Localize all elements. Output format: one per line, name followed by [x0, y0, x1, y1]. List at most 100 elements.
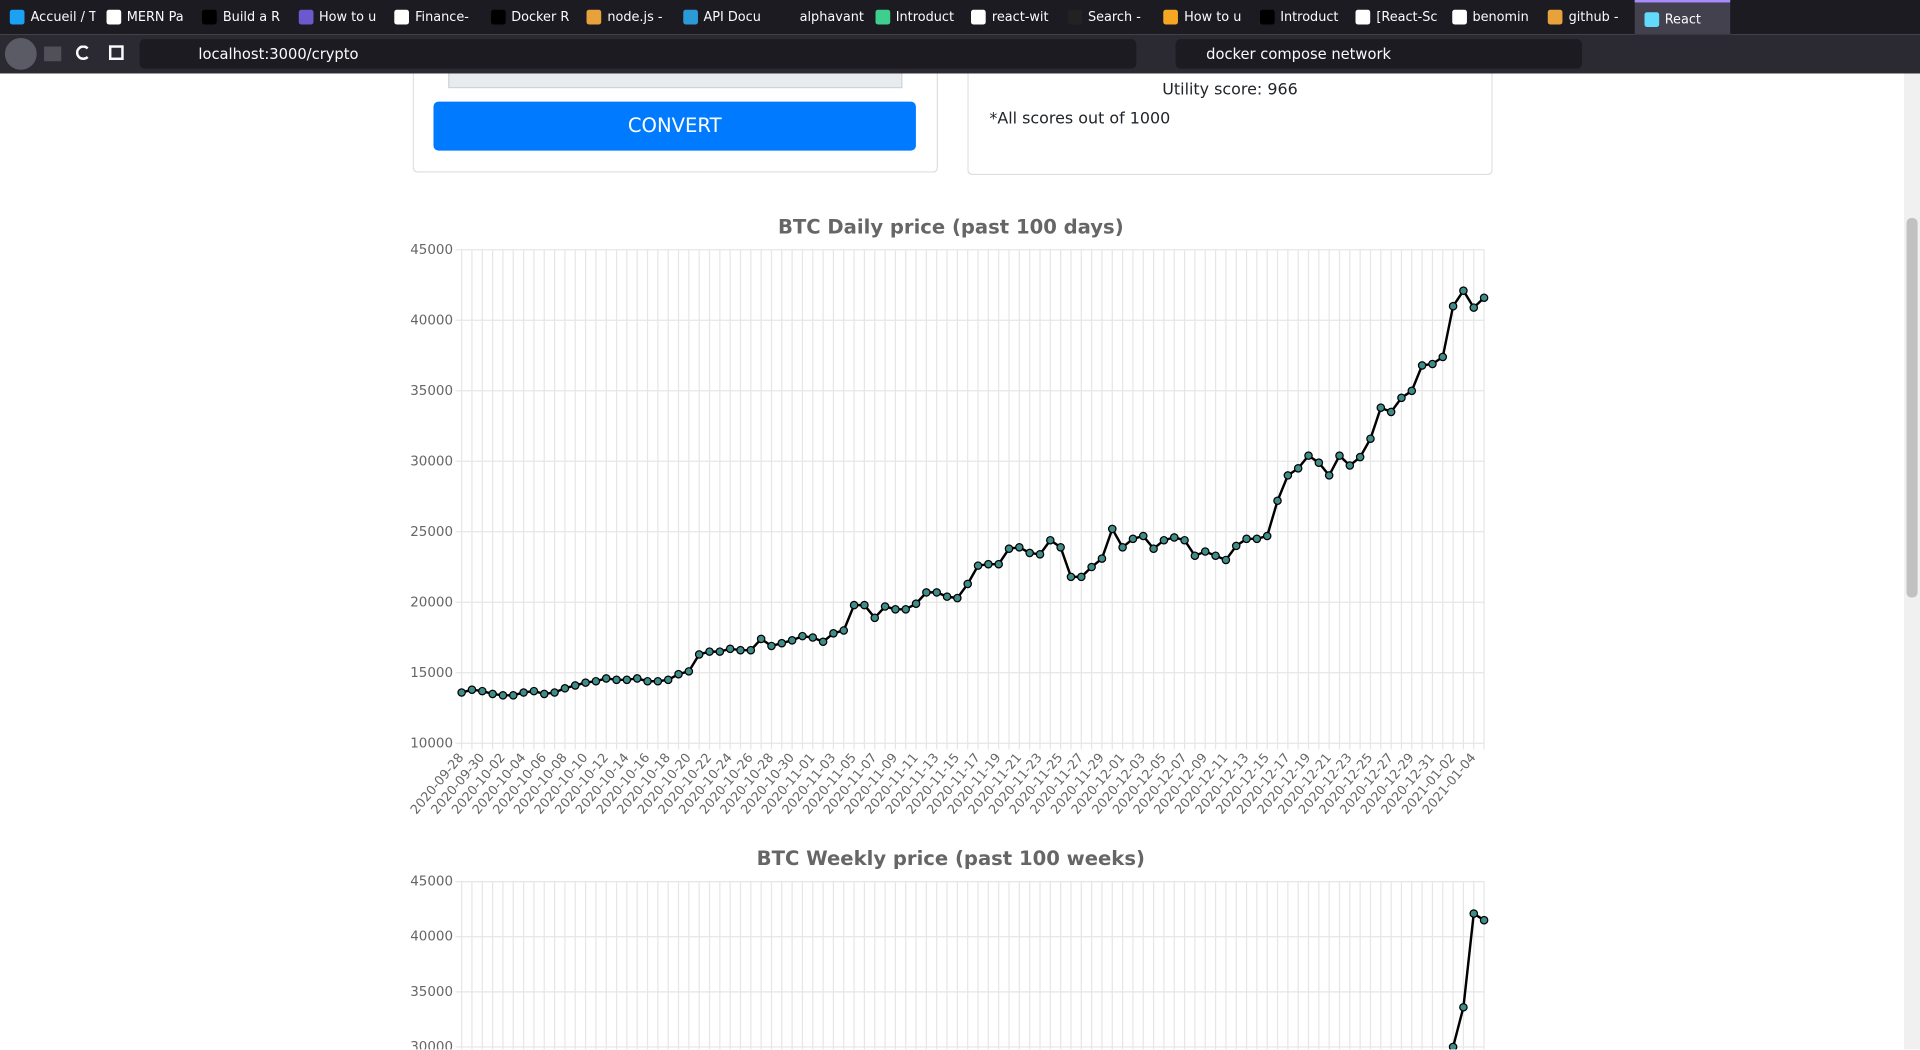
price-point	[1035, 550, 1045, 559]
y-tick-label: 25000	[410, 525, 453, 540]
price-point	[942, 592, 952, 601]
tab[interactable]: node.js -	[577, 0, 673, 34]
price-point	[643, 676, 652, 686]
tab-title: Finance-	[415, 9, 469, 25]
y-tick-label: 30000	[410, 454, 453, 469]
y-tick-label: 45000	[410, 243, 453, 258]
price-point	[1252, 534, 1262, 544]
price-point	[725, 644, 735, 654]
tab[interactable]: Introduct	[1250, 0, 1346, 34]
price-point	[1469, 909, 1479, 918]
price-point	[653, 676, 663, 686]
tab-title: Search -	[1087, 9, 1141, 25]
tab-title: Accueil / Twit	[30, 9, 96, 25]
price-point	[539, 689, 549, 699]
price-point	[1107, 524, 1117, 534]
tab[interactable]: How to u	[1153, 0, 1249, 34]
price-point	[777, 638, 787, 648]
price-point	[1428, 359, 1437, 369]
price-point	[467, 685, 477, 694]
tab-icon	[778, 9, 794, 25]
price-point	[818, 637, 828, 647]
url-field[interactable]: localhost:3000/crypto	[139, 39, 1137, 69]
price-point	[849, 600, 859, 610]
price-point	[1345, 461, 1355, 470]
y-tick-label: 30000	[410, 1040, 453, 1049]
price-point	[1180, 535, 1189, 545]
scores-note: *All scores out of 1000	[989, 110, 1171, 129]
tab-title: Introduct	[895, 9, 954, 25]
y-tick-label: 35000	[410, 384, 453, 399]
search-text: docker compose network	[1206, 45, 1392, 63]
tab-icon	[105, 9, 121, 25]
tab-icon	[971, 9, 986, 25]
tab[interactable]: Build a R	[192, 0, 288, 34]
tab[interactable]: benomin	[1442, 0, 1538, 34]
price-point	[1221, 555, 1231, 565]
tab[interactable]: How to u	[288, 0, 384, 34]
price-point	[1293, 464, 1303, 473]
price-point	[601, 674, 611, 683]
tab[interactable]: MERN Pa	[96, 0, 192, 34]
price-point	[508, 691, 518, 700]
tab[interactable]: Accueil / Twit	[0, 0, 96, 34]
price-point	[746, 645, 756, 655]
price-point	[1046, 535, 1055, 545]
tab[interactable]: github -	[1538, 0, 1634, 34]
price-point	[1469, 303, 1479, 312]
utility-score: Utility score: 966	[1162, 80, 1298, 100]
price-point	[1355, 452, 1365, 462]
back-button[interactable]	[4, 37, 37, 70]
tab-bar: Accueil / Twit MERN Pa Build a R How to u Fi…	[0, 0, 1920, 35]
tab[interactable]: [React-Sc	[1346, 0, 1442, 34]
home-button[interactable]	[108, 45, 124, 60]
reload-button[interactable]	[75, 45, 91, 60]
price-point	[1056, 543, 1065, 552]
tab-icon	[1547, 9, 1563, 25]
price-point	[891, 605, 900, 614]
price-point	[1386, 407, 1396, 417]
tab-icon	[9, 9, 25, 25]
tab-icon	[490, 9, 506, 25]
tab[interactable]: Finance-	[384, 0, 480, 34]
search-field[interactable]: docker compose network	[1175, 39, 1583, 69]
price-point	[973, 561, 983, 570]
price-point	[1190, 551, 1200, 561]
price-point	[1138, 531, 1148, 541]
y-tick-label: 40000	[410, 930, 453, 945]
tab[interactable]: Docker R	[481, 0, 577, 34]
price-point	[1242, 534, 1251, 544]
price-point	[560, 683, 570, 693]
price-point	[1324, 471, 1334, 480]
forward-button[interactable]	[44, 46, 62, 62]
tab-icon	[1259, 9, 1275, 25]
price-line	[461, 288, 1485, 697]
price-point	[963, 579, 972, 589]
price-point	[767, 641, 776, 651]
price-point	[829, 629, 838, 638]
price-point	[901, 605, 911, 614]
tab-icon	[586, 9, 602, 25]
convert-button[interactable]: CONVERT	[433, 101, 916, 151]
tab[interactable]: React	[1634, 0, 1730, 35]
tab[interactable]: react-wit	[961, 0, 1057, 34]
price-point	[591, 676, 601, 686]
tab-title: How to u	[318, 9, 377, 25]
tab[interactable]: alphavantage	[769, 0, 865, 34]
tab-title: alphavantage	[799, 9, 865, 25]
tab[interactable]: Introduct	[865, 0, 961, 34]
y-tick-label: 40000	[410, 313, 453, 328]
scrollbar-thumb[interactable]	[1906, 217, 1918, 598]
tab-title: Docker R	[511, 9, 570, 25]
price-point	[787, 636, 797, 645]
tab[interactable]: Search -	[1057, 0, 1153, 34]
tab[interactable]: API Docu	[673, 0, 769, 34]
scrollbar[interactable]	[1904, 73, 1920, 1050]
tab-icon	[1067, 9, 1082, 25]
price-point	[736, 645, 745, 655]
price-point	[798, 631, 807, 641]
price-point	[529, 686, 539, 696]
chart-title: BTC Weekly price (past 100 weeks)	[757, 847, 1145, 870]
price-point	[839, 626, 849, 635]
